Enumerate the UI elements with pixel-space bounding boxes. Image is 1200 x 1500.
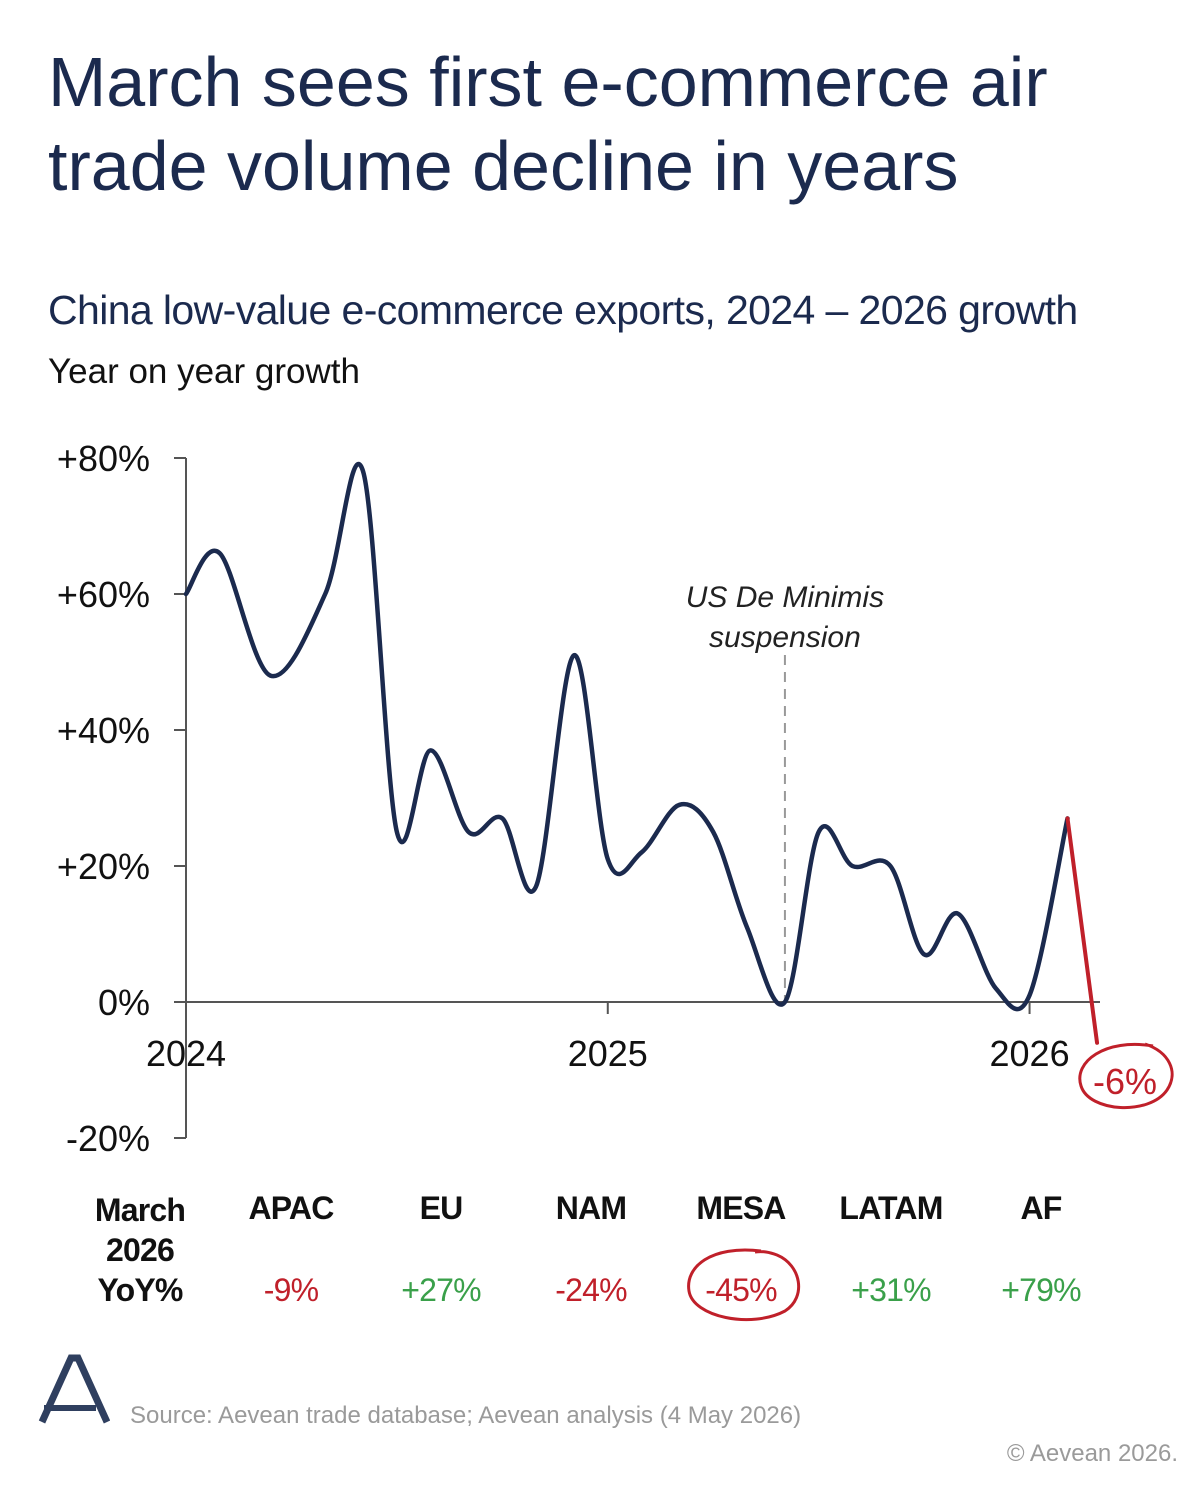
growth-line-chart: +80% +60% +40% +20% 0% -20% 2024 2025 2026 US De… [57,438,1174,1159]
y-tick-label: 0% [98,982,150,1023]
y-axis-label: Year on year growth [48,352,360,391]
decline-segment-line [1065,816,1100,1045]
table-row-header: March 2026 YoY% [70,1190,210,1310]
x-tick-label: 2026 [990,1033,1070,1074]
region-highlight-stroke [687,1248,801,1322]
growth-series-line [183,461,1070,1012]
region-value-af: +79% [1001,1272,1081,1308]
chart-subtitle: China low-value e-commerce exports, 2024… [48,287,1078,333]
region-value-eu: +27% [401,1272,481,1308]
region-value-nam: -24% [555,1272,627,1308]
copyright-note: © Aevean 2026. [1006,1440,1178,1467]
region-value-latam: +31% [851,1272,931,1308]
region-highlight-circle [687,1248,801,1322]
region-name-nam: NAM [555,1190,627,1226]
x-tick-label: 2025 [568,1033,648,1074]
y-tick-label: +80% [57,438,150,479]
suspension-annotation-text: US De Minimis [686,581,884,614]
highlight-circle [1078,1042,1174,1110]
x-tick-label: 2024 [146,1033,226,1074]
last-value-label: -6% [1093,1061,1157,1102]
y-tick-label: +20% [57,846,150,887]
chart-annotations: US De Minimis suspension -6% [686,581,1174,1110]
suspension-annotation-text: suspension [709,621,861,654]
y-tick-label: +40% [57,710,150,751]
region-name-af: AF [1020,1190,1062,1226]
region-name-apac: APAC [248,1190,334,1226]
page-title: March sees first e-commerce air trade vo… [48,43,1048,205]
region-value-apac: -9% [263,1272,319,1308]
region-name-latam: LATAM [839,1190,943,1226]
source-note: Source: Aevean trade database; Aevean an… [130,1402,802,1429]
row-header-line: YoY% [97,1272,183,1308]
aevean-logo [38,1354,110,1424]
region-name-mesa: MESA [696,1190,786,1226]
row-header-line: March [94,1192,186,1228]
region-name-eu: EU [419,1190,464,1226]
y-tick-label: -20% [66,1118,150,1159]
row-header-line: 2026 [106,1232,175,1268]
region-value-mesa: -45% [705,1272,777,1308]
chart-series [183,461,1100,1045]
y-tick-label: +60% [57,574,150,615]
chart-axes [185,458,1100,1138]
chart-ticks: +80% +60% +40% +20% 0% -20% 2024 2025 2026 [57,438,1070,1159]
